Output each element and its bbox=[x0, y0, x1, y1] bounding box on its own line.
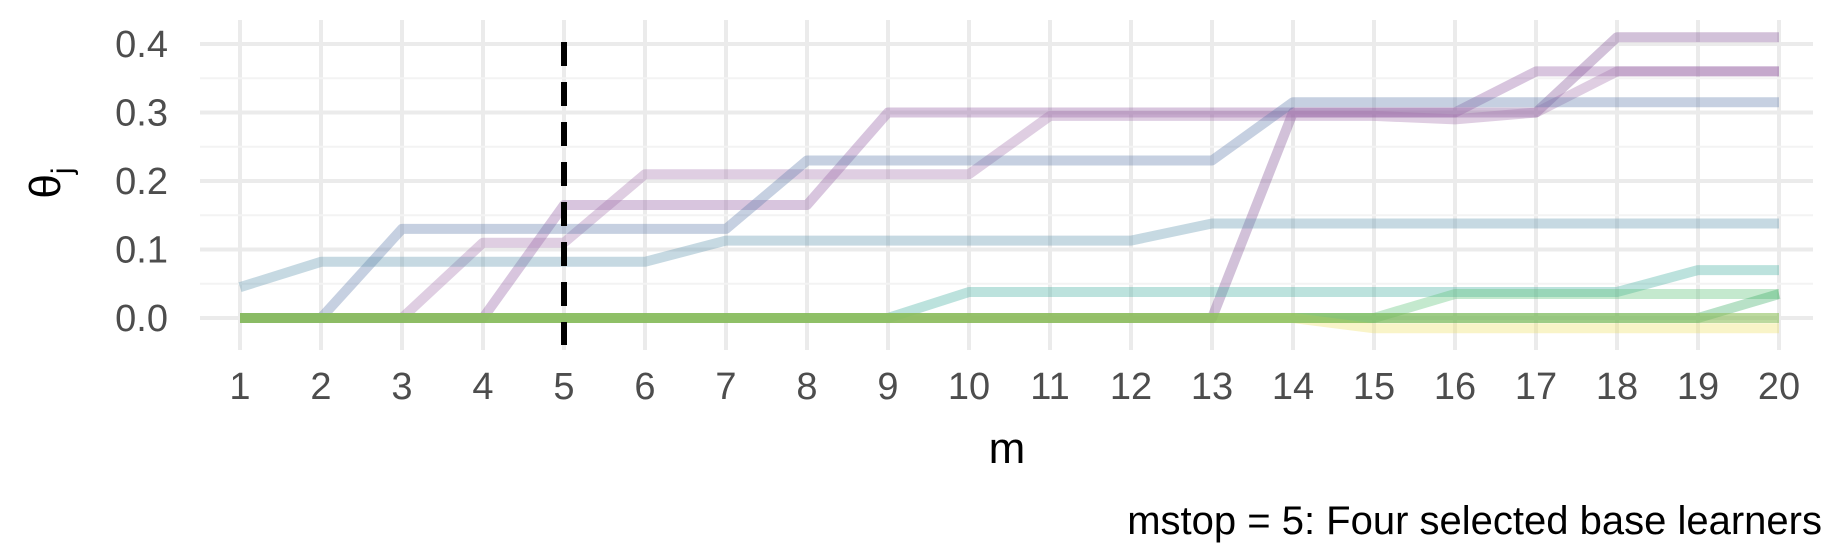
x-tick-label: 2 bbox=[310, 366, 331, 408]
y-axis-title: θj bbox=[21, 167, 79, 198]
series-line bbox=[240, 289, 1781, 323]
grid bbox=[200, 20, 1813, 350]
x-tick-label: 20 bbox=[1758, 366, 1800, 408]
x-tick-label: 16 bbox=[1434, 366, 1476, 408]
series-line bbox=[240, 97, 1779, 323]
x-tick-label: 7 bbox=[715, 366, 736, 408]
y-tick-labels: 0.0 0.1 0.2 0.3 0.4 bbox=[115, 24, 168, 340]
x-tick-labels: 1 2 3 4 5 6 7 8 9 10 11 12 13 14 15 16 17 18 19 20 bbox=[229, 366, 1800, 408]
series-line bbox=[240, 66, 1779, 323]
y-tick-label: 0.1 bbox=[115, 230, 168, 272]
x-tick-label: 9 bbox=[877, 366, 898, 408]
series-lines bbox=[238, 32, 1781, 334]
x-tick-label: 15 bbox=[1353, 366, 1395, 408]
x-tick-label: 4 bbox=[472, 366, 493, 408]
x-tick-label: 11 bbox=[1030, 366, 1069, 408]
chart-caption: mstop = 5: Four selected base learners bbox=[1127, 499, 1822, 543]
y-tick-label: 0.0 bbox=[115, 298, 168, 340]
x-tick-label: 19 bbox=[1677, 366, 1719, 408]
x-tick-label: 14 bbox=[1272, 366, 1314, 408]
x-tick-label: 18 bbox=[1596, 366, 1638, 408]
x-tick-label: 17 bbox=[1515, 366, 1557, 408]
x-axis-title: m bbox=[989, 424, 1026, 473]
series-line bbox=[240, 313, 1779, 334]
y-axis-title-subscript: j bbox=[46, 167, 79, 175]
x-tick-label: 3 bbox=[391, 366, 412, 408]
series-line bbox=[238, 218, 1779, 292]
x-tick-label: 5 bbox=[553, 366, 574, 408]
x-tick-label: 1 bbox=[229, 366, 250, 408]
series-line bbox=[240, 289, 1779, 323]
x-tick-label: 13 bbox=[1191, 366, 1233, 408]
x-tick-label: 12 bbox=[1110, 366, 1152, 408]
series-line bbox=[240, 32, 1779, 323]
x-tick-label: 10 bbox=[948, 366, 990, 408]
x-tick-label: 6 bbox=[634, 366, 655, 408]
x-tick-label: 8 bbox=[796, 366, 817, 408]
y-tick-label: 0.2 bbox=[115, 161, 168, 203]
series-line bbox=[240, 265, 1779, 323]
y-tick-label: 0.3 bbox=[115, 93, 168, 135]
y-axis-title-symbol: θ bbox=[21, 174, 70, 198]
series-line bbox=[240, 66, 1779, 323]
y-tick-label: 0.4 bbox=[115, 24, 168, 66]
